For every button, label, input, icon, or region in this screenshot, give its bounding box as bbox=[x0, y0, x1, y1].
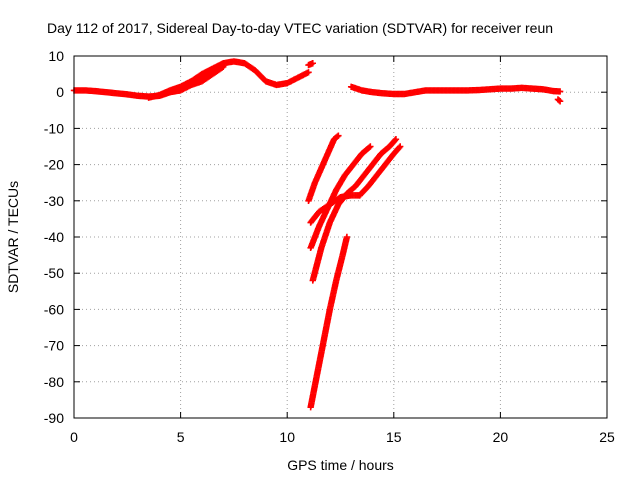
x-axis-label: GPS time / hours bbox=[287, 457, 394, 473]
series-3 bbox=[305, 60, 316, 69]
data-point bbox=[343, 233, 351, 241]
x-tick-label: 15 bbox=[386, 429, 402, 445]
data-point bbox=[209, 65, 216, 72]
data-point bbox=[555, 97, 563, 104]
data-points bbox=[70, 58, 564, 411]
data-point bbox=[309, 60, 316, 67]
series-5 bbox=[554, 96, 564, 105]
data-point bbox=[396, 144, 403, 151]
data-point bbox=[366, 144, 373, 151]
y-tick-label: -40 bbox=[44, 229, 64, 245]
series-2 bbox=[156, 63, 227, 100]
x-tick-label: 20 bbox=[493, 429, 509, 445]
series-10 bbox=[309, 136, 400, 284]
y-tick-label: -50 bbox=[44, 265, 64, 281]
y-tick-label: -20 bbox=[44, 157, 64, 173]
x-tick-label: 5 bbox=[177, 429, 185, 445]
data-point bbox=[556, 88, 564, 95]
data-point bbox=[392, 136, 400, 143]
y-tick-label: -90 bbox=[44, 410, 64, 426]
data-point bbox=[335, 132, 342, 139]
data-point bbox=[305, 69, 312, 76]
series-11 bbox=[307, 233, 351, 411]
x-tick-label: 0 bbox=[70, 429, 78, 445]
data-point bbox=[391, 137, 399, 144]
series-9 bbox=[356, 143, 404, 199]
x-tick-label: 10 bbox=[279, 429, 295, 445]
y-axis-label: SDTVAR / TECUs bbox=[5, 181, 21, 293]
series-6 bbox=[305, 132, 342, 204]
series-1 bbox=[145, 65, 216, 101]
y-tick-label: -10 bbox=[44, 120, 64, 136]
data-point bbox=[208, 66, 215, 73]
y-tick-label: -70 bbox=[44, 338, 64, 354]
axis-ticks: 0 5 10 15 20 25 10 0 -10 -20 -30 -40 -50 -60 -70 -80 -90 bbox=[44, 48, 615, 445]
data-point bbox=[218, 64, 226, 71]
data-point bbox=[220, 63, 227, 71]
data-point bbox=[556, 98, 564, 105]
y-tick-label: 10 bbox=[48, 48, 64, 64]
plot-frame bbox=[73, 55, 608, 419]
chart-title: Day 112 of 2017, Sidereal Day-to-day VTE… bbox=[47, 20, 553, 36]
x-tick-label: 25 bbox=[599, 429, 615, 445]
y-tick-label: -30 bbox=[44, 193, 64, 209]
y-tick-label: 0 bbox=[56, 84, 64, 100]
series-4 bbox=[347, 83, 564, 98]
y-tick-label: -80 bbox=[44, 374, 64, 390]
data-point bbox=[334, 133, 341, 140]
grid-lines bbox=[74, 56, 607, 418]
data-point bbox=[396, 143, 404, 150]
y-tick-label: -60 bbox=[44, 301, 64, 317]
data-point bbox=[367, 143, 374, 150]
